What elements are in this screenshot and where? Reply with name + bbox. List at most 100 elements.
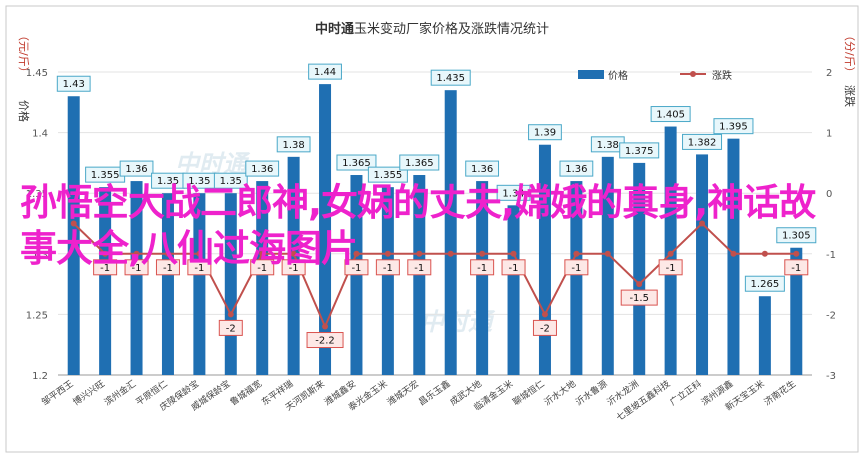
change-label-box <box>187 259 212 276</box>
legend: 价格 涨跌 <box>578 69 732 82</box>
change-label: -1 <box>501 259 526 276</box>
change-label-text: -1 <box>383 263 393 274</box>
right-tick-label: -1 <box>826 250 836 261</box>
change-label: -2 <box>532 319 557 336</box>
change-point <box>164 250 171 257</box>
change-line <box>70 220 800 330</box>
bar <box>476 181 489 375</box>
change-label-text: -1.5 <box>629 293 649 304</box>
bar-label-box <box>430 69 471 86</box>
change-label-text: -1 <box>571 263 581 274</box>
change-point <box>416 250 423 257</box>
change-label-text: -2.2 <box>315 336 335 347</box>
bar-label-box <box>619 142 660 159</box>
change-labels: -1 -1 -1 -1 -2 -1 -1 -2.2 -1 -1 -1 -1 -1 -2 -1 -1.5 -1 -1 <box>93 259 809 349</box>
change-label-box <box>375 259 400 276</box>
change-label: -1 <box>564 259 589 276</box>
ylabel-right-unit: （分/斤） <box>843 30 856 78</box>
change-label-text: -1 <box>257 263 267 274</box>
change-label-box <box>124 259 149 276</box>
bar <box>67 96 80 376</box>
change-point <box>196 250 203 257</box>
bar <box>507 205 520 375</box>
change-point <box>510 250 517 257</box>
change-point <box>70 220 77 227</box>
left-tick-label: 1.2 <box>32 371 48 382</box>
change-label-text: -1 <box>414 263 424 274</box>
bar-label: 1.435 <box>430 69 471 86</box>
left-tick-label: 1.3 <box>32 250 48 261</box>
change-label-box <box>620 289 658 306</box>
left-tick-label: 1.35 <box>26 189 48 200</box>
change-label: -1 <box>470 259 495 276</box>
bar-label: 1.43 <box>56 75 91 92</box>
change-label-text: -1 <box>509 263 519 274</box>
left-tick-label: 1.25 <box>26 310 48 321</box>
change-point <box>667 250 674 257</box>
change-label-text: -1 <box>132 263 142 274</box>
bar <box>99 187 112 375</box>
change-label-box <box>407 259 432 276</box>
bar <box>130 181 143 375</box>
change-label-box <box>784 259 809 276</box>
change-point <box>761 250 768 257</box>
chart-title: 中时通玉米变动厂家价格及涨跌情况统计 <box>315 21 549 37</box>
change-point <box>730 250 737 257</box>
change-label: -1 <box>407 259 432 276</box>
legend-price-label: 价格 <box>608 69 628 82</box>
bar-label-box <box>744 275 785 292</box>
bar-label-text: 1.375 <box>625 146 654 157</box>
change-label-box <box>281 259 306 276</box>
bar-label-text: 1.305 <box>782 231 811 242</box>
right-tick-label: 1 <box>826 129 832 140</box>
bar-label: 1.355 <box>367 166 408 183</box>
bar-label-box <box>367 166 408 183</box>
change-label-text: -1 <box>194 263 204 274</box>
bar-label: 1.395 <box>713 118 754 135</box>
change-label: -1 <box>250 259 275 276</box>
bar <box>538 144 551 375</box>
legend-price-swatch <box>578 70 604 79</box>
bar-label-box <box>559 160 594 177</box>
change-label: -1 <box>658 259 683 276</box>
change-point <box>604 250 611 257</box>
change-label: -2.2 <box>306 332 344 349</box>
bar-label-text: 1.435 <box>436 73 465 84</box>
bar-label: 1.38 <box>276 136 311 153</box>
bar-label-box <box>682 133 723 150</box>
change-point <box>322 323 329 330</box>
change-label-text: -2 <box>226 323 236 334</box>
bar-label-box <box>213 172 248 189</box>
bar-label-box <box>713 118 754 135</box>
change-label: -1 <box>93 259 118 276</box>
bar <box>601 156 614 375</box>
bar-label: 1.36 <box>559 160 594 177</box>
ylabel-right: 涨跌 <box>843 85 857 107</box>
change-point <box>384 250 391 257</box>
bar-label-text: 1.39 <box>534 128 556 139</box>
change-label-box <box>564 259 589 276</box>
change-label: -1 <box>375 259 400 276</box>
change-label: -1 <box>281 259 306 276</box>
left-ticks: 1.45 1.4 1.35 1.3 1.25 1.2 <box>26 68 48 382</box>
right-axis-label: 涨跌 （分/斤） <box>843 30 857 107</box>
bar-label-box <box>119 160 154 177</box>
bar <box>319 84 332 376</box>
bar <box>193 193 206 375</box>
bar-label-text: 1.36 <box>125 164 147 175</box>
change-label-text: -1 <box>100 263 110 274</box>
change-label: -1 <box>155 259 180 276</box>
change-point <box>793 250 800 257</box>
grid <box>58 71 812 376</box>
bar-label-box <box>465 160 500 177</box>
change-point <box>541 311 548 318</box>
change-label: -1 <box>124 259 149 276</box>
change-point <box>133 250 140 257</box>
bar-label-text: 1.355 <box>374 170 403 181</box>
change-polyline <box>73 222 797 330</box>
bar-label: 1.39 <box>528 124 562 141</box>
change-label-text: -1 <box>477 263 487 274</box>
legend-change-marker <box>690 71 696 77</box>
bar <box>633 162 646 375</box>
